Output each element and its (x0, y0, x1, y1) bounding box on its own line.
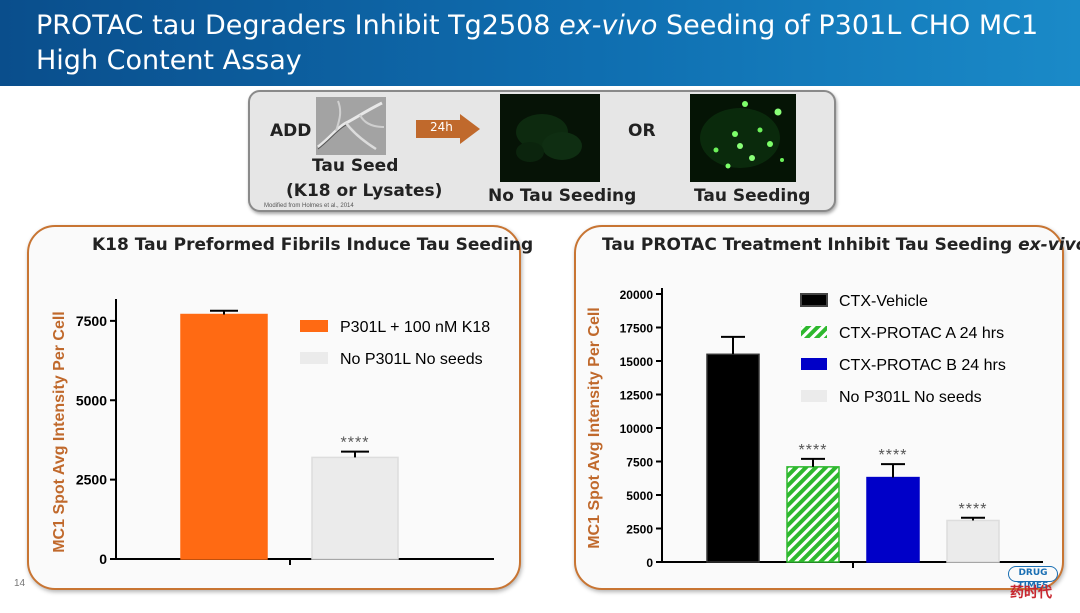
y-tick-label: 0 (646, 556, 653, 570)
citation: Modified from Holmes et al., 2014 (264, 203, 354, 209)
bar-2 (786, 466, 840, 563)
no-tau-seeding-label: No Tau Seeding (488, 186, 637, 206)
drugtimes-logo-cn: 药时代 (1010, 585, 1052, 601)
y-tick-label: 0 (99, 551, 107, 567)
tau-seed-image (316, 97, 386, 155)
slide-number: 14 (14, 578, 26, 589)
legend-swatch-1 (300, 320, 328, 332)
bar-1 (706, 353, 760, 563)
legend-label-2: No P301L No seeds (340, 351, 483, 368)
legend-label-4: No P301L No seeds (839, 389, 982, 406)
title-bar: PROTAC tau Degraders Inhibit Tg2508 ex-v… (0, 0, 1080, 86)
or-label: OR (628, 121, 656, 141)
bar-1 (180, 313, 268, 560)
legend-label-1: CTX-Vehicle (839, 293, 928, 310)
y-tick-label: 7500 (76, 313, 107, 329)
y-tick-label: 7500 (626, 456, 653, 470)
y-tick-label: 2500 (626, 523, 653, 537)
right-arrow-icon (416, 114, 480, 144)
y-tick-label: 5000 (76, 392, 107, 408)
add-label: ADD (270, 121, 312, 141)
y-tick-label: 17500 (620, 322, 654, 336)
tau-seed-sublabel: (K18 or Lysates) (286, 181, 443, 201)
legend-swatch-2 (801, 326, 827, 338)
tau-seeding-micrograph (690, 94, 796, 182)
y-axis-label: MC1 Spot Avg Intensity Per Cell (51, 311, 68, 553)
significance-label-4: **** (959, 501, 988, 518)
legend-label-2: CTX-PROTAC A 24 hrs (839, 325, 1004, 342)
tau-seed-label: Tau Seed (312, 156, 399, 176)
bar-4 (946, 519, 1000, 563)
chart-left: MC1 Spot Avg Intensity Per Cell 0 2500 5000… (51, 299, 494, 567)
legend-label-3: CTX-PROTAC B 24 hrs (839, 357, 1006, 374)
significance-label-2: **** (341, 435, 370, 452)
arrow-24h: 24h (416, 114, 480, 144)
chart-right: MC1 Spot Avg Intensity Per Cell 0 2500 5000… (586, 288, 1043, 570)
chart-right-title: Tau PROTAC Treatment Inhibit Tau Seeding… (602, 235, 1080, 255)
chart-panel-left (27, 225, 521, 590)
drugtimes-logo: DRUG TIMES (1008, 566, 1058, 591)
y-axis-label: MC1 Spot Avg Intensity Per Cell (586, 307, 603, 549)
y-tick-label: 10000 (620, 422, 654, 436)
no-seeding-micrograph (500, 94, 600, 182)
legend-swatch-4 (801, 390, 827, 402)
slide-title-line2: High Content Assay (36, 45, 302, 76)
bar-3 (866, 476, 920, 563)
slide-title-line1: PROTAC tau Degraders Inhibit Tg2508 ex-v… (36, 10, 1039, 41)
legend-swatch-1 (800, 293, 828, 307)
legend-swatch-3 (801, 358, 827, 370)
significance-label-2: **** (799, 442, 828, 459)
chart-left-title: K18 Tau Preformed Fibrils Induce Tau See… (92, 235, 534, 255)
legend-swatch-2 (300, 352, 328, 364)
y-tick-label: 12500 (620, 389, 654, 403)
y-tick-label: 20000 (620, 288, 654, 302)
y-tick-label: 5000 (626, 489, 653, 503)
significance-label-3: **** (879, 447, 908, 464)
slide-title: PROTAC tau Degraders Inhibit Tg2508 ex-v… (36, 8, 1038, 78)
tau-seeding-label: Tau Seeding (694, 186, 811, 206)
bar-2 (311, 456, 399, 560)
legend-label-1: P301L + 100 nM K18 (340, 319, 490, 336)
y-tick-label: 15000 (620, 355, 654, 369)
y-tick-label: 2500 (76, 472, 107, 488)
